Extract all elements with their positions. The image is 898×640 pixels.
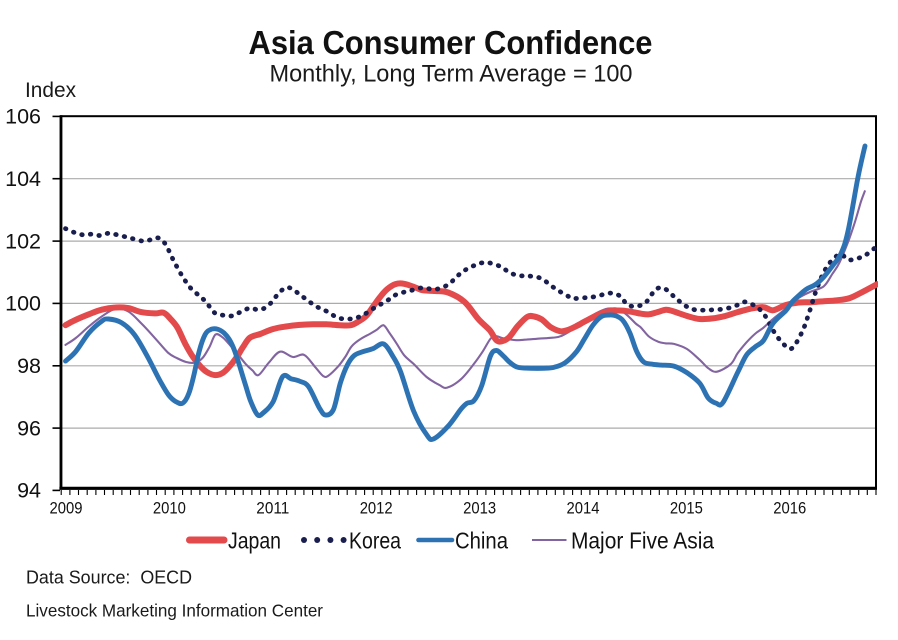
svg-text:2011: 2011 [256,500,289,518]
svg-text:100: 100 [5,292,41,316]
svg-text:106: 106 [5,105,41,129]
svg-text:Livestock Marketing Informatio: Livestock Marketing Information Center [26,601,323,621]
svg-text:Monthly, Long Term Average = 1: Monthly, Long Term Average = 100 [270,61,633,88]
svg-text:2016: 2016 [773,500,806,518]
svg-text:Korea: Korea [349,527,401,553]
svg-text:104: 104 [5,167,41,191]
svg-text:2013: 2013 [463,500,496,518]
svg-text:Japan: Japan [228,527,281,553]
svg-text:Index: Index [25,79,76,102]
svg-text:Asia Consumer Confidence: Asia Consumer Confidence [249,25,653,62]
svg-text:Data Source: OECD: Data Source: OECD [26,567,192,588]
svg-text:94: 94 [17,479,41,503]
svg-text:98: 98 [17,354,41,378]
svg-text:102: 102 [5,229,41,253]
svg-text:China: China [455,527,508,553]
svg-text:96: 96 [17,416,41,440]
svg-text:2014: 2014 [567,500,600,518]
svg-text:Major Five Asia: Major Five Asia [571,527,714,553]
svg-text:2010: 2010 [153,500,186,518]
svg-text:2015: 2015 [670,500,703,518]
svg-text:2012: 2012 [360,500,393,518]
svg-text:2009: 2009 [50,500,83,518]
